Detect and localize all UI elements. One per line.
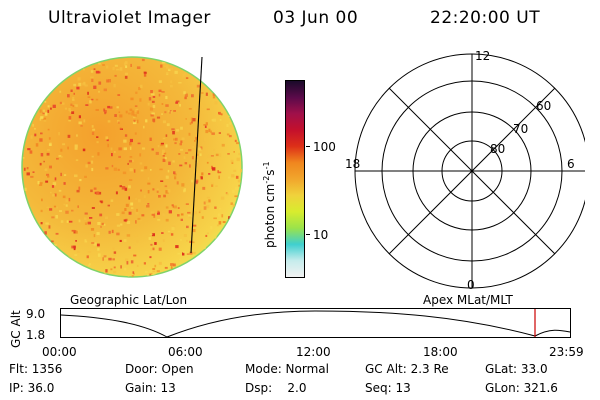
info-mode: Mode: Normal [245, 362, 329, 376]
info-ip: IP: 36.0 [9, 381, 55, 395]
polar-grid: 12 0 18 6 60 70 80 [345, 49, 585, 292]
colorbar-unit-label: photon cm-2s-1 [262, 161, 277, 248]
lat-label-80: 80 [490, 142, 505, 156]
altplot-y-top: 9.0 [26, 307, 46, 321]
colorbar-tick-10: 10 [313, 228, 329, 242]
info-dsp: Dsp: 2.0 [245, 381, 307, 395]
altplot-y-bottom: 1.8 [26, 328, 46, 342]
info-col-3: Mode: Normal Dsp: 2.0 [245, 360, 329, 398]
altplot-x-tick-3: 18:00 [423, 345, 458, 359]
info-seq: Seq: 13 [365, 381, 411, 395]
altplot-x-tick-2: 12:00 [296, 345, 331, 359]
geographic-label: Geographic Lat/Lon [70, 293, 188, 307]
altitude-plot [60, 308, 571, 338]
apex-label: Apex MLat/MLT [423, 293, 513, 307]
mlt-label-12: 12 [475, 49, 490, 63]
mlt-label-18: 18 [345, 157, 360, 171]
uv-image-disk [21, 56, 243, 278]
info-door: Door: Open [125, 362, 194, 376]
info-col-2: Door: Open Gain: 13 [125, 360, 194, 398]
mlt-label-0: 0 [467, 278, 475, 292]
info-glon: GLon: 321.6 [485, 381, 558, 395]
terminator-line [190, 56, 203, 254]
info-glat: GLat: 33.0 [485, 362, 548, 376]
colorbar [285, 80, 305, 278]
instrument-title: Ultraviolet Imager [48, 8, 211, 28]
mlt-label-6: 6 [567, 157, 575, 171]
date-label: 03 Jun 00 [273, 8, 359, 28]
altplot-axis-label: GC Alt [9, 310, 23, 348]
lat-label-60: 60 [536, 99, 551, 113]
altplot-x-tick-1: 06:00 [168, 345, 203, 359]
lat-label-70: 70 [513, 122, 528, 136]
altplot-x-tick-4: 23:59 [549, 345, 584, 359]
colorbar-tick-100: 100 [313, 140, 336, 154]
info-gcalt: GC Alt: 2.3 Re [365, 362, 449, 376]
info-col-4: GC Alt: 2.3 Re Seq: 13 [365, 360, 449, 398]
info-col-1: Flt: 1356 IP: 36.0 [9, 360, 62, 398]
info-flt: Flt: 1356 [9, 362, 63, 376]
info-gain: Gain: 13 [125, 381, 176, 395]
info-col-5: GLat: 33.0 GLon: 321.6 [485, 360, 558, 398]
altplot-x-tick-0: 00:00 [42, 345, 77, 359]
time-label: 22:20:00 UT [430, 8, 541, 28]
